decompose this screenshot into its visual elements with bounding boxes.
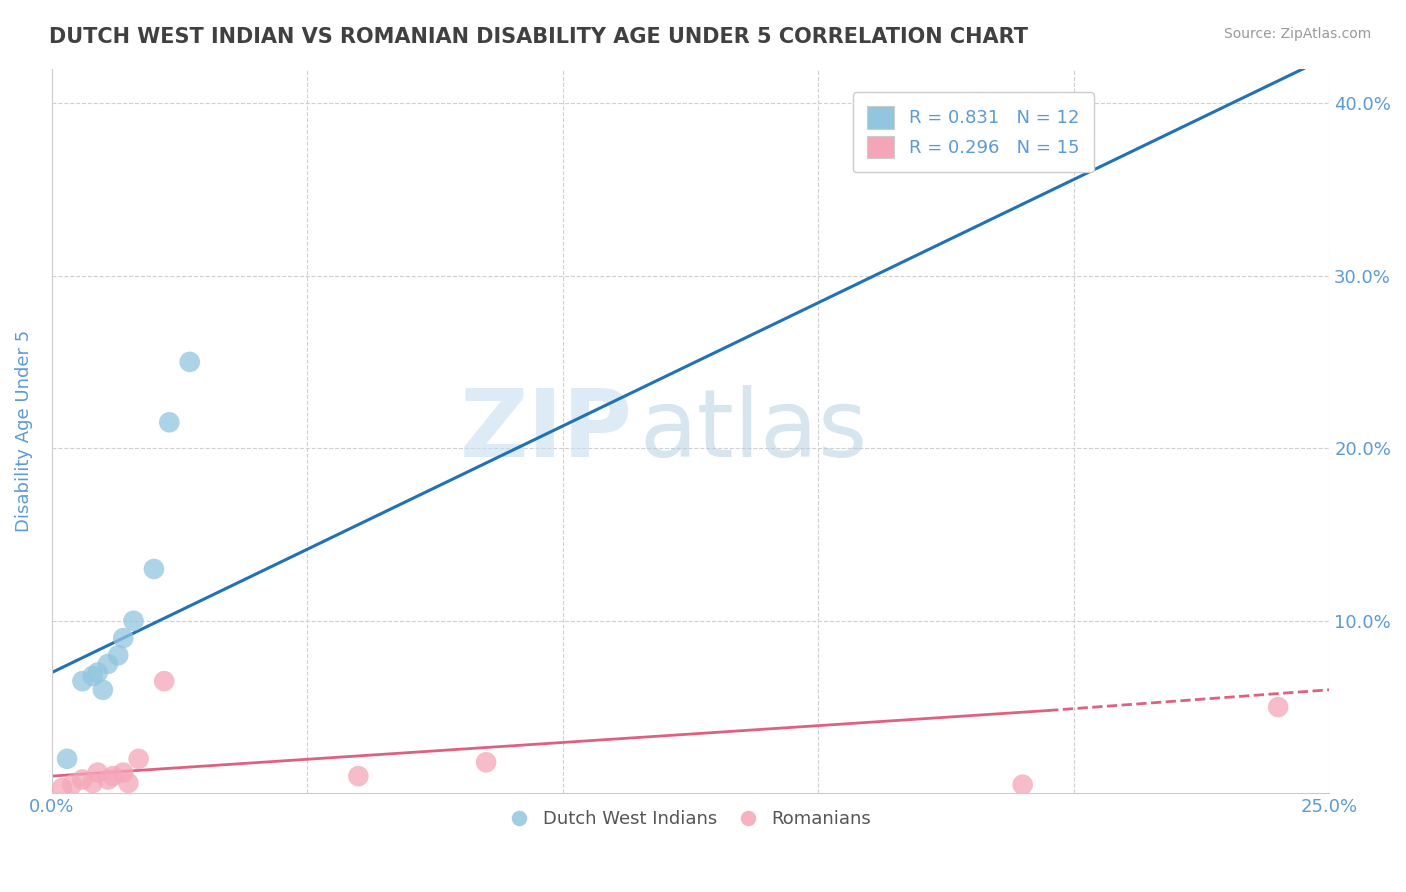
Y-axis label: Disability Age Under 5: Disability Age Under 5	[15, 330, 32, 532]
Point	[72, 772, 94, 787]
Point	[56, 752, 79, 766]
Point	[87, 665, 110, 680]
Point	[112, 765, 135, 780]
Point	[117, 776, 139, 790]
Point	[51, 781, 73, 796]
Point	[1011, 778, 1033, 792]
Text: ZIP: ZIP	[460, 385, 633, 477]
Point	[122, 614, 145, 628]
Text: Source: ZipAtlas.com: Source: ZipAtlas.com	[1223, 27, 1371, 41]
Point	[157, 415, 180, 429]
Legend: Dutch West Indians, Romanians: Dutch West Indians, Romanians	[503, 803, 879, 835]
Point	[97, 772, 120, 787]
Point	[142, 562, 165, 576]
Point	[97, 657, 120, 671]
Point	[60, 778, 83, 792]
Point	[112, 631, 135, 645]
Point	[153, 674, 176, 689]
Point	[82, 669, 104, 683]
Point	[91, 682, 114, 697]
Point	[1267, 700, 1289, 714]
Point	[347, 769, 370, 783]
Point	[72, 674, 94, 689]
Point	[87, 765, 110, 780]
Point	[82, 776, 104, 790]
Text: atlas: atlas	[640, 385, 868, 477]
Point	[107, 648, 129, 663]
Text: DUTCH WEST INDIAN VS ROMANIAN DISABILITY AGE UNDER 5 CORRELATION CHART: DUTCH WEST INDIAN VS ROMANIAN DISABILITY…	[49, 27, 1028, 46]
Point	[475, 756, 498, 770]
Point	[179, 355, 201, 369]
Point	[128, 752, 150, 766]
Point	[101, 769, 124, 783]
